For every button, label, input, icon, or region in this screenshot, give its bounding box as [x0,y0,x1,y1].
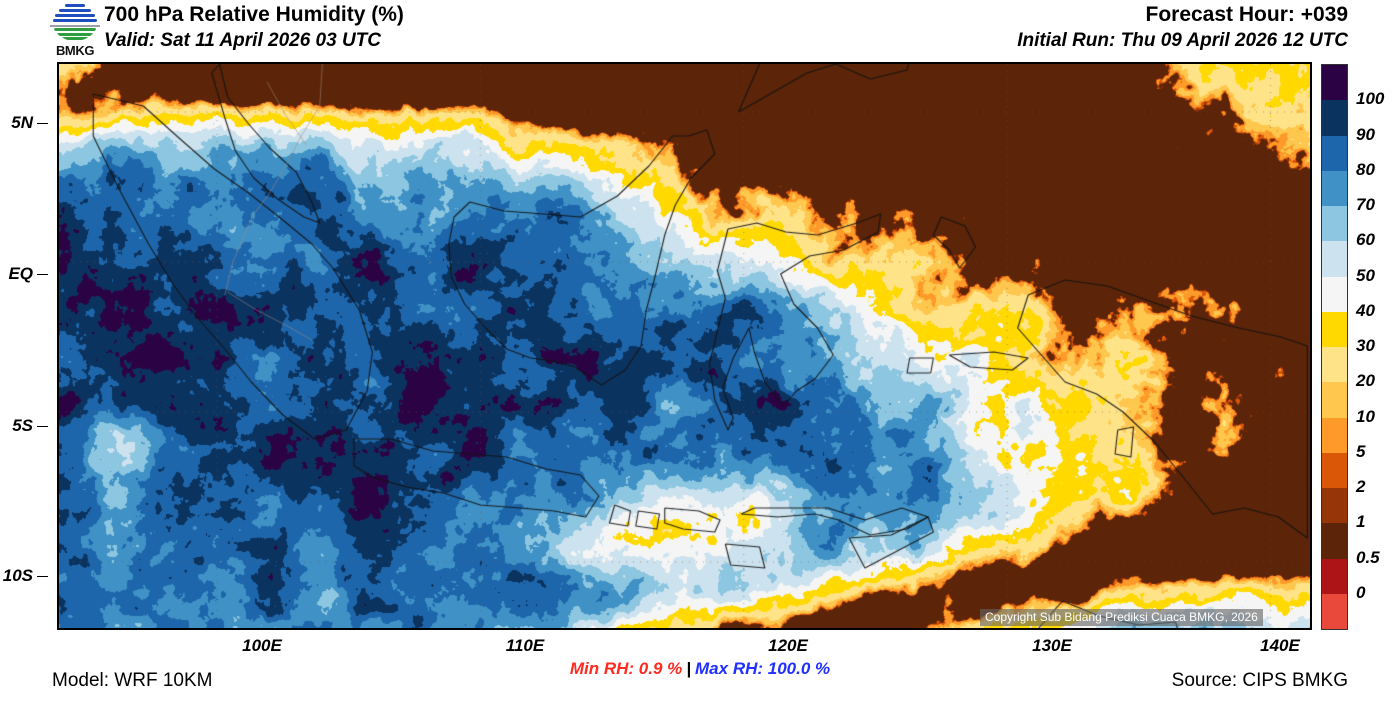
colorbar-tick-1: 1 [1356,512,1366,532]
colorbar-tick-10: 10 [1356,406,1375,426]
colorbar-band-10 [1322,417,1347,453]
bmkg-logo: BMKG [46,1,104,58]
colorbar-band-7 [1322,311,1347,347]
colorbar-band-12 [1322,488,1347,524]
colorbar-tick-0: 0 [1356,582,1366,602]
logo-disc [52,1,98,41]
colorbar-band-0 [1322,65,1347,101]
source-label: Source: CIPS BMKG [1171,670,1348,691]
colorbar-tick-80: 80 [1356,159,1375,179]
lon-label-120e: 120E [768,636,808,655]
colorbar-band-9 [1322,382,1347,418]
header-right: Forecast Hour: +039 Initial Run: Thu 09 … [788,2,1348,54]
max-rh-value: Max RH: 100.0 % [695,659,831,678]
colorbar-tick-90: 90 [1356,124,1375,144]
colorbar-tick-2: 2 [1356,477,1366,496]
colorbar-band-3 [1322,170,1347,206]
page-title: 700 hPa Relative Humidity (%) [104,3,404,26]
colorbar-tick-100: 100 [1356,89,1385,109]
initial-run: Initial Run: Thu 09 April 2026 12 UTC [1017,30,1348,51]
lat-label-5s: 5S [12,416,48,436]
colorbar-band-15 [1322,593,1347,629]
valid-time: Valid: Sat 11 April 2026 03 UTC [104,30,382,51]
lon-label-100e: 100E [242,636,282,655]
minmax-label: Min RH: 0.9 % | Max RH: 100.0 % [570,659,830,679]
logo-label: BMKG [55,43,95,58]
colorbar-tick-70: 70 [1356,195,1375,214]
lat-label-eq: EQ [8,264,48,284]
colorbar-labels: 100 90 80 70 60 50 40 30 20 10 5 2 1 0.5 0 [1356,64,1400,630]
lat-label-10s: 10S [3,566,48,586]
forecast-hour: Forecast Hour: +039 [1145,3,1349,26]
copyright-notice: Copyright Sub Bidang Prediksi Cuaca BMKG… [980,609,1263,626]
colorbar-band-11 [1322,452,1347,488]
colorbar-band-1 [1322,100,1347,136]
colorbar-tick-20: 20 [1356,371,1375,391]
lon-label-140e: 140E [1260,636,1300,655]
lat-label-5n: 5N [11,113,48,133]
map-panel[interactable]: Copyright Sub Bidang Prediksi Cuaca BMKG… [57,62,1312,630]
colorbar-tick-0.5: 0.5 [1356,547,1380,567]
header-left: 700 hPa Relative Humidity (%) Valid: Sat… [44,2,744,54]
humidity-contour-map [59,64,1310,628]
colorbar-tick-50: 50 [1356,265,1375,285]
colorbar-band-14 [1322,558,1347,594]
lon-label-130e: 130E [1032,636,1072,655]
colorbar-band-8 [1322,347,1347,383]
colorbar-band-5 [1322,241,1347,277]
colorbar-band-13 [1322,523,1347,559]
colorbar-tick-40: 40 [1356,300,1375,320]
minmax-separator: | [686,659,692,678]
colorbar [1321,64,1348,630]
colorbar-tick-30: 30 [1356,336,1375,355]
min-rh-value: Min RH: 0.9 % [569,659,683,678]
colorbar-band-4 [1322,206,1347,242]
model-label: Model: WRF 10KM [52,670,213,691]
colorbar-band-2 [1322,135,1347,171]
colorbar-tick-60: 60 [1356,230,1375,250]
colorbar-tick-5: 5 [1356,441,1366,461]
lon-label-110e: 110E [505,636,545,655]
colorbar-band-6 [1322,276,1347,312]
